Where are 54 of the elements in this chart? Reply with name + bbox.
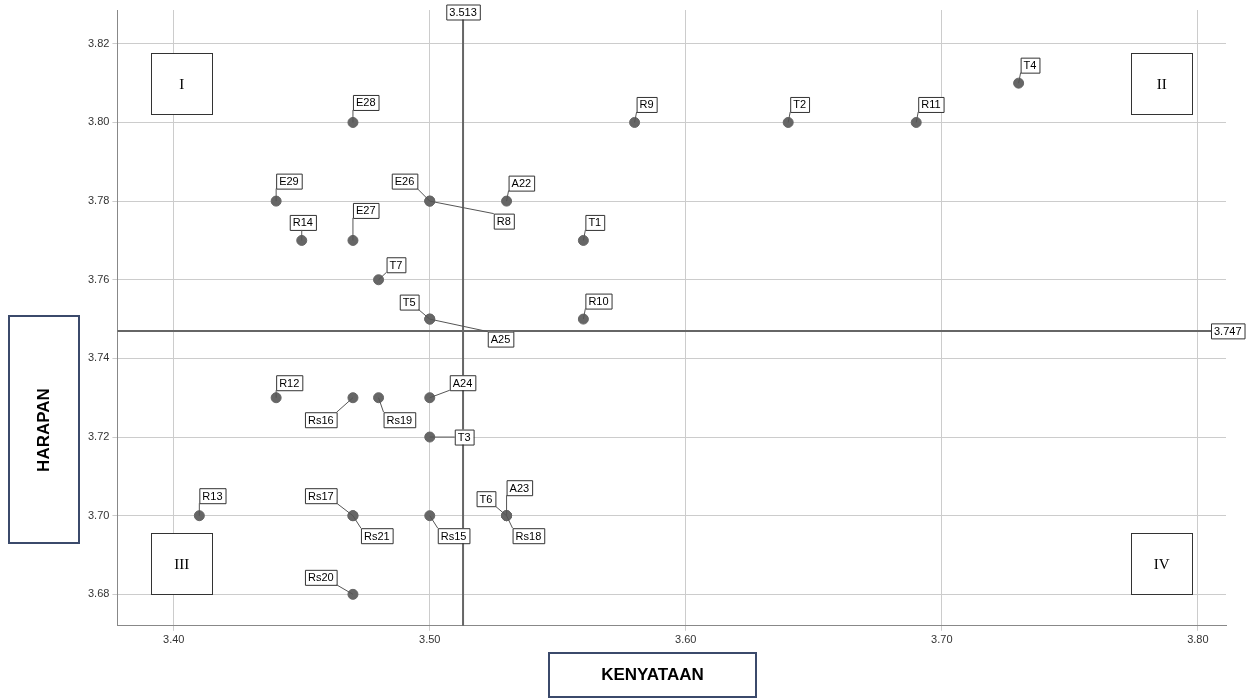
data-label: E27 bbox=[355, 204, 376, 217]
data-label: A25 bbox=[490, 333, 511, 346]
y-tick-label: 3.78 bbox=[87, 194, 110, 207]
data-label: A23 bbox=[509, 481, 530, 494]
data-label: T5 bbox=[402, 296, 416, 309]
annotation: IV bbox=[1153, 555, 1170, 573]
quadrant-frame: I bbox=[150, 53, 213, 116]
y-tick-label: 3.82 bbox=[87, 36, 110, 49]
data-label: R8 bbox=[496, 215, 511, 228]
quadrant-frame: III bbox=[150, 533, 213, 596]
y-tick-label: 3.74 bbox=[87, 351, 110, 364]
data-label: A22 bbox=[511, 177, 532, 190]
data-label: Rs16 bbox=[307, 413, 334, 426]
data-label: Rs20 bbox=[307, 571, 334, 584]
annotation: III bbox=[174, 555, 190, 573]
data-label: R14 bbox=[292, 216, 313, 229]
x-tick-label: 3.80 bbox=[1187, 633, 1209, 646]
x-axis-title: KENYATAAN bbox=[548, 652, 757, 698]
x-tick-label: 3.40 bbox=[163, 633, 185, 646]
data-label: Rs21 bbox=[363, 529, 390, 542]
annotation: II bbox=[1156, 75, 1167, 93]
data-label: E29 bbox=[279, 175, 299, 188]
ref-line-label: 3.747 bbox=[1214, 324, 1242, 337]
annotation: I bbox=[179, 75, 185, 93]
data-label: Rs17 bbox=[307, 489, 334, 502]
data-label: Rs15 bbox=[440, 529, 467, 542]
ref-line-label: 3.513 bbox=[449, 6, 477, 19]
y-tick-label: 3.76 bbox=[87, 272, 110, 285]
y-tick-label: 3.70 bbox=[87, 508, 110, 521]
data-label: R11 bbox=[921, 98, 941, 111]
y-tick-label: 3.72 bbox=[87, 430, 110, 443]
data-label: T7 bbox=[389, 258, 403, 271]
x-tick-label: 3.50 bbox=[419, 633, 441, 646]
data-label: T3 bbox=[457, 431, 471, 444]
data-label: R9 bbox=[639, 98, 654, 111]
data-label: T1 bbox=[588, 216, 602, 229]
quadrant-frame: II bbox=[1130, 53, 1193, 116]
x-tick-label: 3.70 bbox=[931, 633, 953, 646]
data-label: R12 bbox=[279, 376, 300, 389]
data-label: E26 bbox=[394, 175, 415, 188]
y-axis-title: HARAPAN bbox=[34, 387, 54, 472]
quadrant-frame: IV bbox=[1130, 533, 1193, 596]
data-label: R10 bbox=[588, 295, 609, 308]
data-label: T2 bbox=[793, 98, 807, 111]
y-tick-label: 3.68 bbox=[87, 587, 110, 600]
y-tick-label: 3.80 bbox=[87, 115, 110, 128]
data-label: A24 bbox=[452, 376, 473, 389]
data-label: Rs18 bbox=[515, 529, 542, 542]
data-label: R13 bbox=[202, 489, 223, 502]
data-label: E28 bbox=[355, 96, 376, 109]
data-label: T6 bbox=[479, 492, 493, 505]
x-tick-label: 3.60 bbox=[675, 633, 697, 646]
data-label: T4 bbox=[1023, 59, 1037, 72]
data-label: Rs19 bbox=[386, 413, 413, 426]
